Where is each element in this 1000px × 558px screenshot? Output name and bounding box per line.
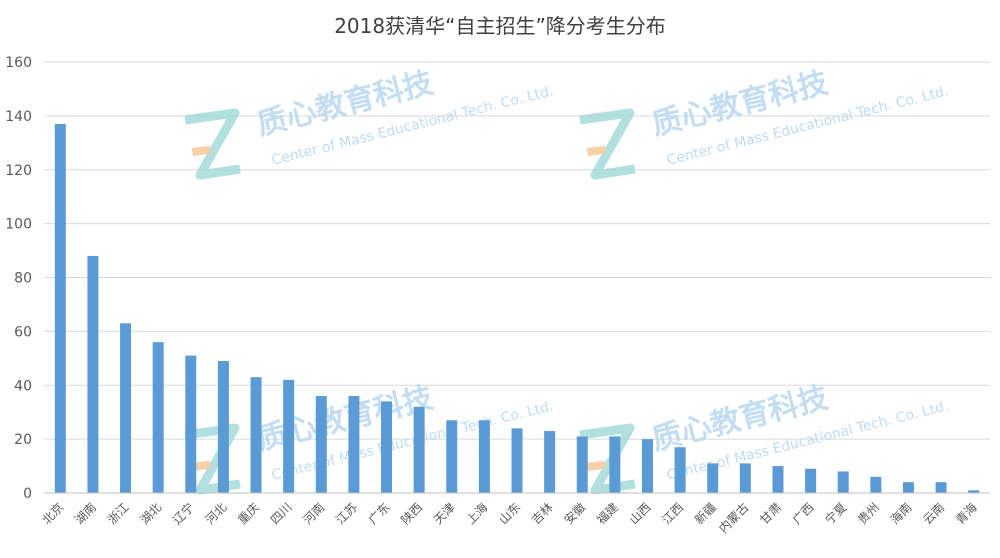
bar — [315, 396, 327, 493]
x-tick-label: 福建 — [593, 500, 621, 528]
x-tick-label: 云南 — [920, 500, 948, 528]
x-tick-label: 青海 — [952, 500, 980, 528]
bar — [54, 123, 66, 494]
bar — [837, 471, 849, 493]
x-tick-label: 浙江 — [105, 500, 132, 527]
logo-accent-icon — [191, 460, 211, 472]
y-tick-label: 20 — [14, 432, 32, 448]
bar — [381, 401, 393, 493]
logo-accent-icon — [586, 145, 606, 157]
bar — [250, 377, 262, 493]
x-tick-label: 吉林 — [529, 500, 556, 527]
bar — [446, 420, 458, 493]
bar — [413, 406, 425, 493]
x-tick-label: 湖北 — [137, 500, 165, 528]
x-tick-label: 北京 — [40, 500, 67, 527]
bar — [739, 463, 751, 493]
bar — [772, 466, 784, 493]
bar — [87, 255, 99, 493]
y-tick-label: 160 — [5, 55, 32, 71]
logo-accent-icon — [191, 145, 211, 157]
x-tick-label: 内蒙古 — [715, 500, 751, 536]
bar — [609, 436, 621, 493]
x-tick-label: 新疆 — [691, 500, 719, 528]
bar — [707, 463, 719, 493]
bar — [185, 355, 197, 493]
bar — [805, 468, 817, 493]
logo-accent-icon — [586, 460, 606, 472]
bar — [152, 342, 164, 493]
y-tick-label: 120 — [5, 163, 32, 179]
x-tick-label: 江苏 — [333, 500, 360, 527]
x-tick-label: 广东 — [366, 500, 393, 527]
bar — [576, 436, 588, 493]
bar — [478, 420, 490, 493]
x-tick-label: 贵州 — [855, 500, 882, 527]
x-tick-label: 天津 — [431, 500, 458, 527]
x-tick-label: 重庆 — [235, 500, 262, 527]
bar — [217, 361, 229, 493]
x-tick-label: 安徽 — [561, 500, 589, 528]
x-tick-label: 宁夏 — [822, 500, 850, 528]
x-tick-label: 山西 — [627, 500, 654, 527]
bar — [935, 482, 947, 493]
x-tick-label: 山东 — [496, 500, 523, 527]
x-tick-label: 河南 — [300, 500, 328, 528]
bar — [641, 439, 653, 493]
bar — [902, 482, 914, 493]
bar — [544, 431, 556, 493]
y-tick-label: 0 — [23, 486, 32, 502]
logo-z-icon — [184, 108, 241, 180]
x-tick-label: 四川 — [268, 500, 295, 527]
logo-z-icon — [579, 108, 636, 180]
y-tick-label: 40 — [14, 378, 32, 394]
logo-z-icon — [579, 423, 636, 495]
chart-title: 2018获清华“自主招生”降分考生分布 — [334, 14, 666, 38]
y-tick-label: 60 — [14, 324, 32, 340]
x-tick-label: 陕西 — [398, 500, 426, 528]
bar — [120, 323, 132, 493]
bar — [870, 476, 882, 493]
bar — [348, 396, 360, 493]
y-tick-label: 140 — [5, 109, 32, 125]
x-tick-label: 甘肃 — [757, 500, 784, 527]
x-tick-label: 辽宁 — [169, 500, 197, 528]
bars — [54, 123, 980, 494]
x-tick-label: 广西 — [790, 500, 817, 527]
x-tick-label: 湖南 — [71, 500, 99, 528]
x-tick-label: 江西 — [659, 500, 686, 527]
x-axis-tick-labels: 北京 湖南 浙江 湖北 辽宁 河北 重庆 四川 河南 江苏 广东 陕西 天津 上海 山东 吉林 安徽 福建 山西 江西… — [40, 500, 980, 536]
bar — [674, 447, 686, 493]
x-tick-label: 上海 — [463, 500, 491, 528]
y-tick-label: 80 — [14, 271, 32, 287]
bar — [511, 428, 523, 493]
x-tick-label: 海南 — [887, 500, 915, 528]
y-tick-label: 100 — [5, 217, 32, 233]
x-tick-label: 河北 — [203, 500, 230, 527]
bar — [968, 490, 980, 493]
bar — [283, 379, 295, 493]
y-axis-tick-labels: 0 20 40 60 80 100 120 140 160 — [5, 55, 32, 502]
